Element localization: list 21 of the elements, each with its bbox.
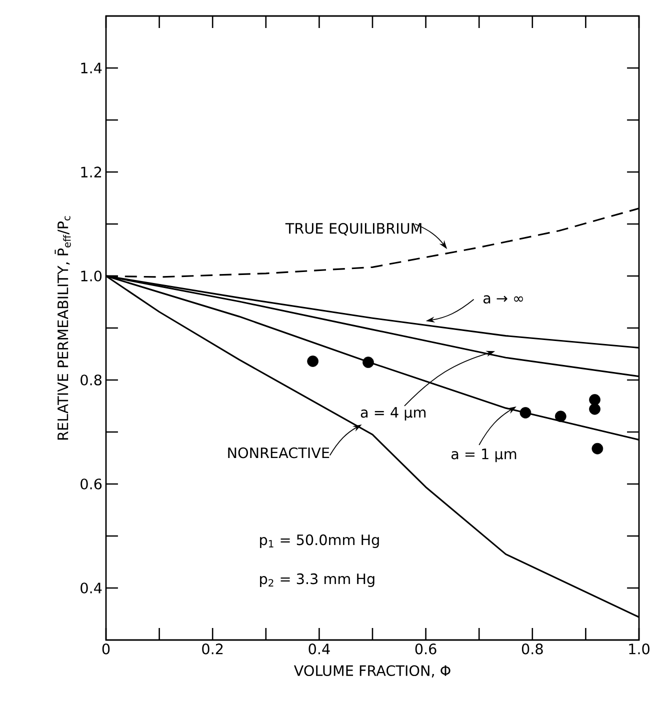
x-tick-label: 0.4 [308,644,330,654]
y-tick-label: 0.8 [80,374,102,386]
y-tick-label: 1.2 [81,166,102,178]
text: a = 1 μm [452,448,516,462]
x-tick-label: 0 [102,644,110,654]
x-tick-label: 0.6 [415,644,436,654]
y-tick-label: 1.4 [81,62,102,74]
text: a = 4 μm [361,407,426,421]
y-tick-label: 0.4 [80,582,102,594]
x-tick-label: 0.8 [522,644,543,654]
y-tick-label: 1.0 [81,270,102,282]
annotation: p$_{2}$ = 3.3 mm Hg [260,573,374,588]
text: NONREACTIVE [228,447,330,458]
annotation: p$_{1}$ = 50.0mm Hg [260,534,379,548]
x-tick-label: 1.0 [629,644,650,654]
x-tick-label: 0.2 [202,644,223,654]
text: a → ∞ [484,295,524,304]
series-label: TRUE EQUILIBRIUM [286,222,422,236]
y-axis-title: RELATIVE PERMEABILITY, P̄$_{eff}$/P$_{c}$ [54,216,71,440]
y-tick-label: 0.6 [80,478,102,490]
x-axis-title: VOLUME FRACTION, Φ [294,665,450,678]
